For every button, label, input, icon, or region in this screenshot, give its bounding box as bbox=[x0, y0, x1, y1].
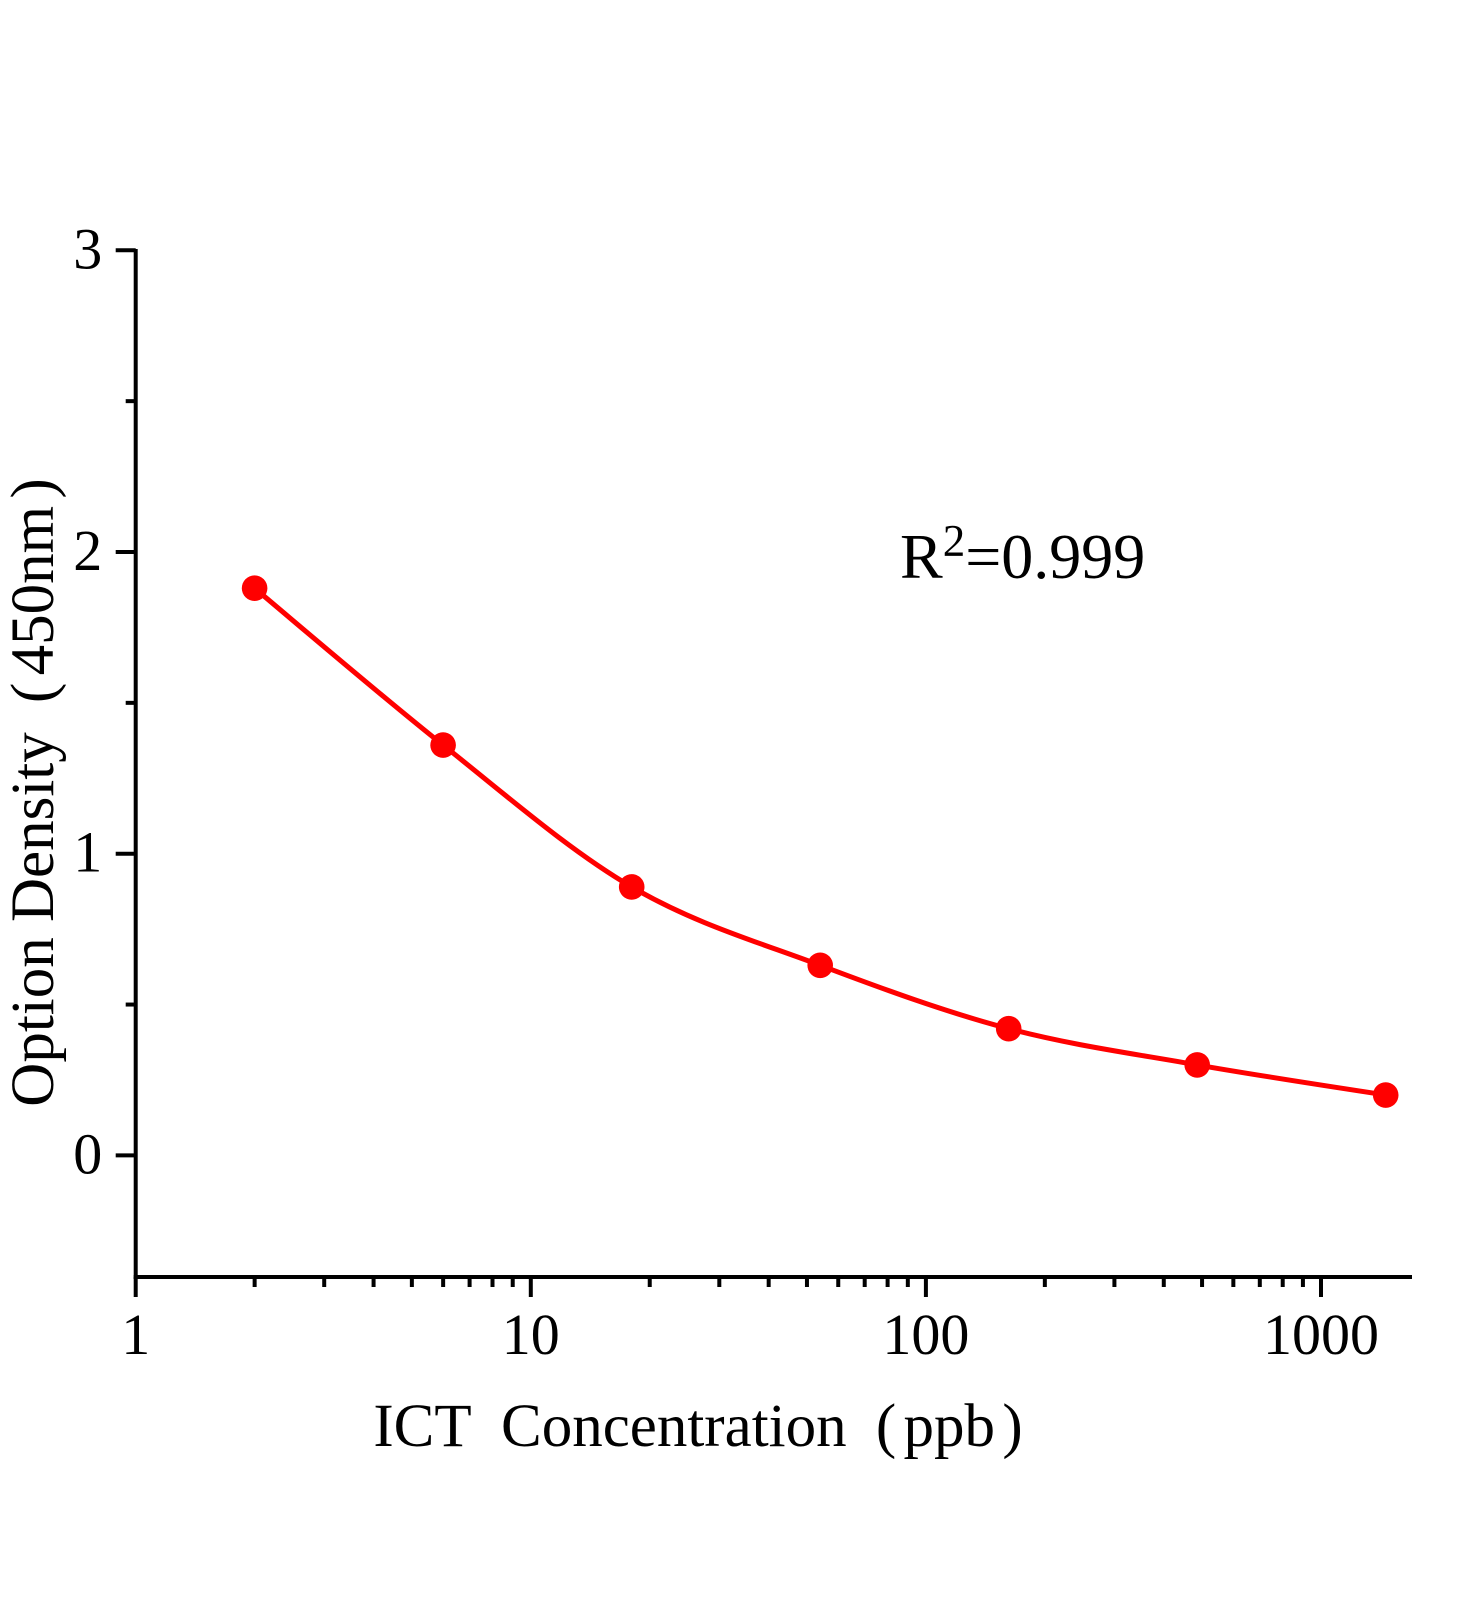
data-point bbox=[618, 874, 645, 900]
data-point bbox=[807, 952, 833, 979]
data-point bbox=[430, 732, 456, 758]
data-point bbox=[1184, 1052, 1210, 1078]
r-squared-annotation: R2=0.999 bbox=[900, 516, 1145, 592]
y-tick-label: 0 bbox=[73, 1121, 102, 1186]
y-tick-label: 1 bbox=[73, 820, 102, 885]
series-line bbox=[253, 586, 1387, 1098]
x-tick-label: 1000 bbox=[1263, 1302, 1379, 1367]
y-tick-label: 3 bbox=[73, 216, 102, 281]
data-point bbox=[241, 575, 268, 601]
x-tick-label: 100 bbox=[882, 1302, 969, 1367]
x-axis-title: ICT Concentration(ppb) bbox=[373, 1393, 1022, 1460]
y-axis-title: Option Density(450nm) bbox=[0, 478, 67, 1106]
data-point bbox=[1372, 1082, 1399, 1108]
x-tick-label: 10 bbox=[502, 1302, 560, 1367]
y-tick-label: 2 bbox=[73, 518, 102, 583]
x-tick-label: 1 bbox=[121, 1302, 150, 1367]
data-point bbox=[995, 1015, 1022, 1042]
